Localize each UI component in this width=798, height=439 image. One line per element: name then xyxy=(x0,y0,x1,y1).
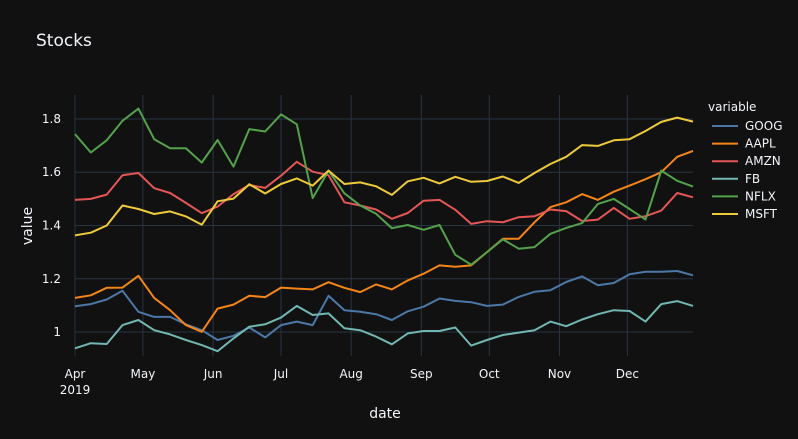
gridlines xyxy=(74,95,693,356)
legend-item-nflx[interactable]: NFLX xyxy=(712,189,776,203)
y-tick-label: 1.6 xyxy=(42,165,61,179)
legend-label: AAPL xyxy=(745,137,776,151)
series-line-fb xyxy=(74,300,694,353)
x-tick-label: Sep xyxy=(410,367,433,381)
legend[interactable]: variable GOOG AAPL AMZN FB NFLX MSFT xyxy=(708,100,783,221)
legend-item-fb[interactable]: FB xyxy=(712,172,760,186)
y-tick-label: 1.4 xyxy=(42,219,61,233)
series-line-nflx xyxy=(74,107,694,266)
x-axis-ticks: Apr 2019 May Jun Jul Aug Sep Oct Nov Dec xyxy=(60,367,639,397)
x-tick-label: Dec xyxy=(616,367,639,381)
y-tick-label: 1.2 xyxy=(42,272,61,286)
chart-title: Stocks xyxy=(36,31,92,51)
x-tick-label: Oct xyxy=(479,367,500,381)
x-tick-label: Aug xyxy=(339,367,362,381)
x-tick-label: Nov xyxy=(548,367,571,381)
series-line-goog xyxy=(74,270,694,341)
legend-item-aapl[interactable]: AAPL xyxy=(712,137,776,151)
y-tick-label: 1.8 xyxy=(42,112,61,126)
x-tick-label: Jun xyxy=(203,367,223,381)
series-line-aapl xyxy=(74,149,694,333)
series-lines xyxy=(74,107,694,353)
legend-item-amzn[interactable]: AMZN xyxy=(712,154,781,168)
y-axis-ticks: 1 1.2 1.4 1.6 1.8 xyxy=(42,112,61,339)
y-tick-label: 1 xyxy=(53,325,61,339)
x-tick-label: May xyxy=(131,367,156,381)
legend-label: MSFT xyxy=(745,207,778,221)
series-line-msft xyxy=(74,116,694,237)
legend-label: FB xyxy=(745,172,760,186)
y-axis-title: value xyxy=(20,207,36,245)
legend-title: variable xyxy=(708,100,756,114)
legend-item-msft[interactable]: MSFT xyxy=(712,207,778,221)
legend-label: AMZN xyxy=(745,154,781,168)
x-tick-year-label: 2019 xyxy=(60,383,91,397)
legend-label: GOOG xyxy=(745,119,783,133)
legend-item-goog[interactable]: GOOG xyxy=(712,119,783,133)
x-axis-title: date xyxy=(369,406,401,422)
legend-label: NFLX xyxy=(745,189,776,203)
series-line-amzn xyxy=(74,160,694,225)
x-tick-label: Jul xyxy=(273,367,288,381)
x-tick-label: Apr xyxy=(65,367,86,381)
